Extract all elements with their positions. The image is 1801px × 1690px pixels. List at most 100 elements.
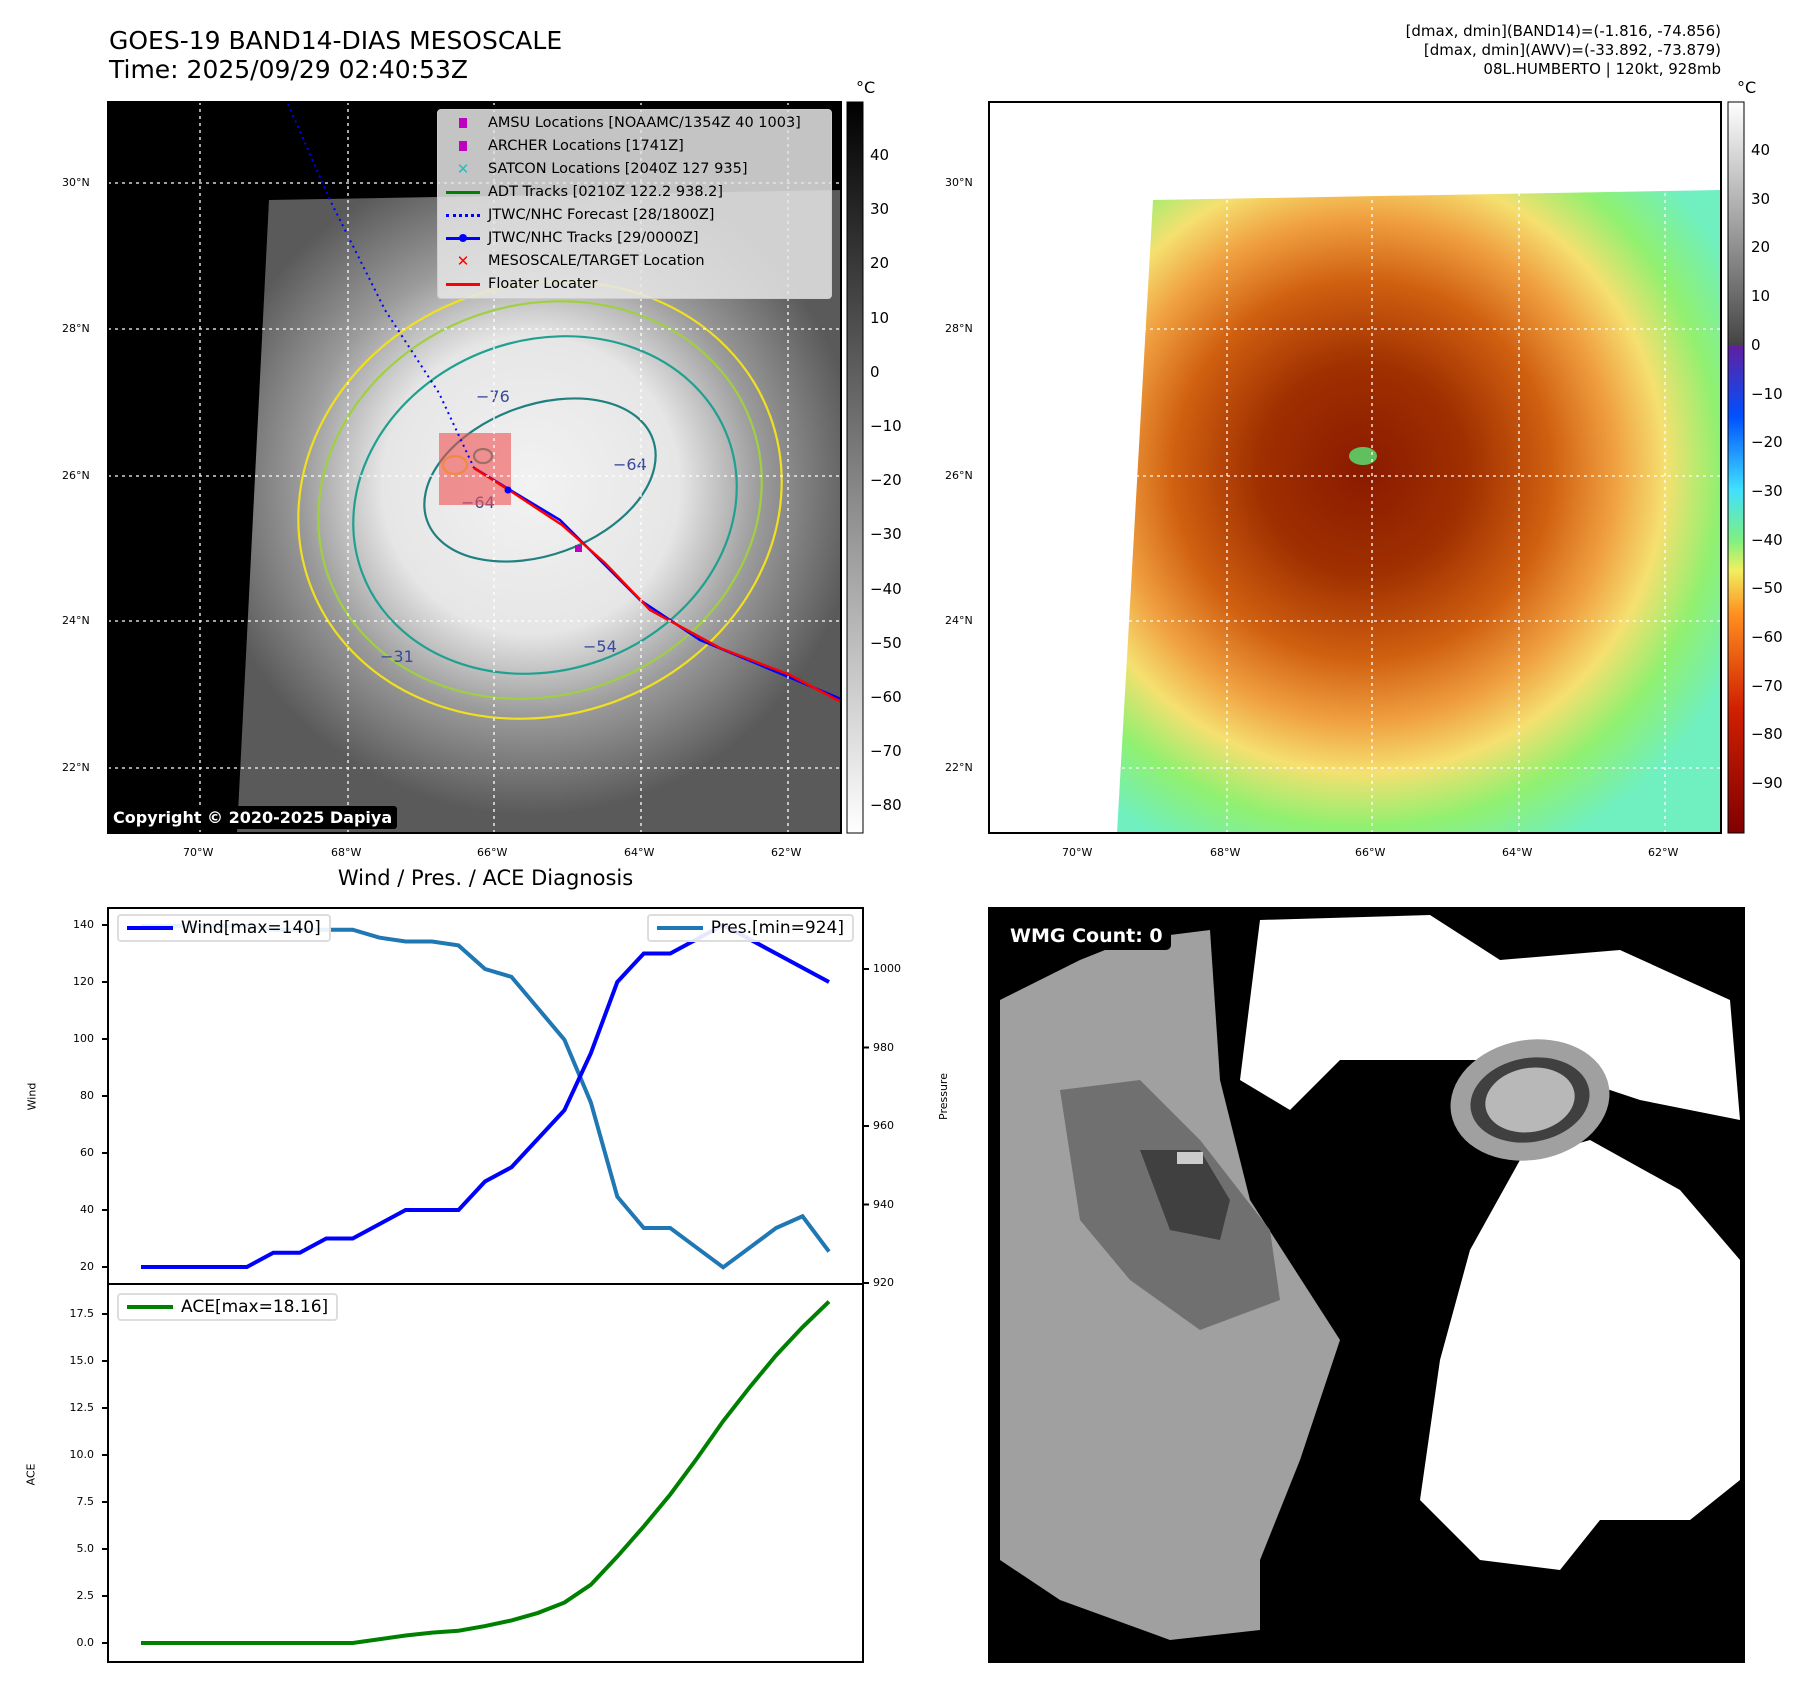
colorbar-right: [1727, 101, 1745, 834]
chart-title: Wind / Pres. / ACE Diagnosis: [337, 866, 634, 890]
map-frame: [988, 101, 1722, 834]
satellite-image: [237, 190, 841, 833]
ace-axis-label: ACE: [24, 1463, 38, 1486]
lon-label: 70°W: [1062, 846, 1093, 859]
legend-label: ADT Tracks [0210Z 122.2 938.2]: [488, 184, 724, 200]
legend-label: ARCHER Locations [1741Z]: [488, 138, 684, 154]
lon-label: 64°W: [1502, 846, 1533, 859]
wind-tick-label: 120: [73, 975, 94, 988]
wind-axis-label: Wind: [25, 1082, 39, 1111]
pressure-tick-label: 920: [873, 1276, 894, 1289]
colorbar-tick: −40: [870, 579, 902, 598]
legend-label: MESOSCALE/TARGET Location: [488, 253, 705, 269]
dotted-symbol-icon: [438, 213, 488, 217]
lon-label: 64°W: [624, 846, 655, 859]
ace-line: [141, 1300, 831, 1645]
wind-tick-label: 100: [73, 1032, 94, 1045]
band14-range: [dmax, dmin](BAND14)=(-1.816, -74.856): [1405, 22, 1721, 40]
pressure-tick-label: 1000: [873, 962, 901, 975]
x-symbol-icon: ✕: [456, 160, 470, 178]
copyright-label: Copyright © 2020-2025 Dapiya: [108, 806, 398, 829]
colorbar-tick: −10: [870, 417, 902, 435]
ace-tick-label: 12.5: [69, 1401, 95, 1414]
contour-label: −54: [583, 637, 617, 656]
time-line: Time: 2025/09/29 02:40:53Z: [109, 55, 468, 84]
wind-tick-label: 60: [80, 1146, 94, 1159]
ace-tick-label: 10.0: [69, 1448, 95, 1461]
square-symbol-icon: [438, 141, 488, 151]
ace-tick-label: 15.0: [69, 1354, 95, 1367]
storm-info: 08L.HUMBERTO | 120kt, 928mb: [1483, 60, 1721, 78]
legend-item: ARCHER Locations [1741Z]: [438, 135, 684, 157]
lon-label: 68°W: [331, 846, 362, 859]
pressure-tick-label: 940: [873, 1197, 894, 1211]
pressure-legend: Pres.[min=924]: [646, 914, 854, 942]
colorbar-tick: −20: [870, 471, 902, 490]
legend-item: JTWC/NHC Forecast [28/1800Z]: [438, 204, 714, 226]
x-symbol-icon: ✕: [456, 252, 470, 270]
line-symbol-icon: [438, 190, 488, 194]
pressure-axis-label: Pressure: [936, 1073, 950, 1120]
stats-info: [dmax, dmin](BAND14)=(-1.816, -74.856) […: [1406, 22, 1721, 79]
square-symbol-icon: [438, 118, 488, 128]
lon-label: 66°W: [1355, 846, 1386, 859]
floater-track: [473, 466, 842, 704]
lat-label: 28°N: [945, 322, 973, 335]
colorbar-tick: 40: [1751, 141, 1771, 159]
title-line: GOES-19 BAND14-DIAS MESOSCALE: [109, 26, 563, 55]
legend-label: SATCON Locations [2040Z 127 935]: [488, 161, 748, 177]
colorbar-tick: 30: [870, 200, 890, 219]
colorbar-unit: °C: [856, 78, 876, 97]
lon-label: 62°W: [1648, 846, 1679, 859]
lat-label: 26°N: [945, 469, 973, 482]
colorbar-tick: −30: [870, 525, 902, 544]
legend-label: Wind[max=140]: [181, 918, 321, 938]
colorbar-tick: −60: [1751, 628, 1783, 646]
figure-title: GOES-19 BAND14-DIAS MESOSCALE Time: 2025/…: [109, 26, 562, 84]
legend-label: Pres.[min=924]: [710, 918, 844, 938]
track-point: [504, 486, 512, 494]
ace-tick-label: 7.5: [76, 1495, 95, 1508]
legend-label: JTWC/NHC Forecast [28/1800Z]: [488, 207, 715, 223]
ace-legend: ACE[max=18.16]: [117, 1293, 339, 1321]
legend-line: [127, 926, 173, 930]
colorbar-tick: 20: [1751, 238, 1771, 257]
colorbar-tick: 0: [870, 362, 880, 381]
colorbar-tick: 40: [870, 146, 890, 164]
lat-label: 22°N: [62, 761, 90, 774]
contour-label: −64: [613, 455, 647, 474]
legend-line: [127, 1305, 173, 1309]
amsu-marker: [575, 545, 582, 552]
colorbar-tick: 10: [870, 308, 890, 327]
lon-label: 68°W: [1210, 846, 1241, 859]
awv-range: [dmax, dmin](AWV)=(-33.892, -73.879): [1423, 41, 1721, 59]
colorbar-tick: 20: [870, 254, 890, 273]
lon-label: 70°W: [183, 846, 214, 859]
legend-item: Floater Locater: [438, 273, 597, 295]
wind-legend: Wind[max=140]: [117, 914, 331, 942]
contour-label: −76: [476, 387, 510, 406]
colorbar-tick: −20: [1751, 433, 1783, 452]
gridlines: [989, 102, 1721, 833]
ace-tick-label: 5.0: [76, 1542, 95, 1555]
lon-label: 62°W: [771, 846, 802, 859]
colorbar-tick: 0: [1751, 335, 1761, 354]
lat-label: 30°N: [945, 176, 973, 189]
wmg-region: [1420, 1140, 1740, 1570]
colorbar-tick: −80: [870, 796, 902, 815]
legend-label: ACE[max=18.16]: [181, 1297, 329, 1317]
wmg-panel: [988, 907, 1745, 1663]
legend-item: ✕ SATCON Locations [2040Z 127 935]: [438, 158, 748, 180]
lat-label: 24°N: [945, 614, 973, 627]
lat-label: 24°N: [62, 614, 90, 627]
ace-tick-label: 17.5: [69, 1307, 95, 1320]
pressure-tick-label: 960: [873, 1119, 894, 1132]
diagnosis-chart: [102, 907, 869, 1663]
colorbar-tick: −60: [870, 688, 902, 706]
line-dot-symbol-icon: [438, 233, 488, 242]
lat-label: 30°N: [62, 176, 90, 189]
contour-label: −31: [380, 647, 414, 666]
legend-item: ✕ MESOSCALE/TARGET Location: [438, 250, 705, 272]
colorbar-unit: °C: [1737, 78, 1757, 97]
